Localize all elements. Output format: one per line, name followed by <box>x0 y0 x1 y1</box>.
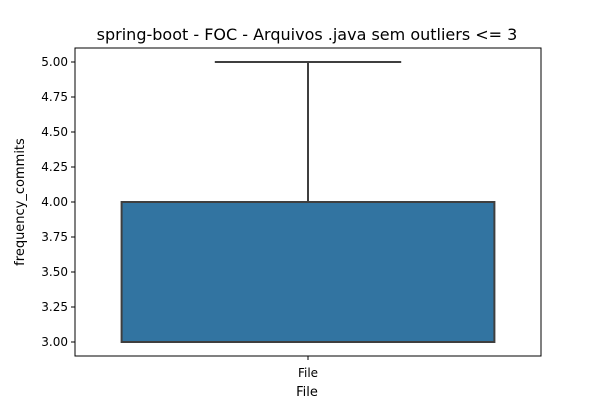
plot-area <box>120 61 496 343</box>
box-iqr <box>120 201 496 343</box>
y-tick-label: 5.00 <box>41 55 68 69</box>
y-tick-label: 4.25 <box>41 160 68 174</box>
y-axis: 3.00 3.25 3.50 3.75 4.00 4.25 4.50 4.75 5.00 <box>41 55 75 349</box>
y-tick-label: 3.50 <box>41 265 68 279</box>
y-tick-label: 3.25 <box>41 300 68 314</box>
x-tick-label: File <box>298 366 318 380</box>
x-axis: File <box>298 356 318 380</box>
y-tick-label: 4.75 <box>41 90 68 104</box>
y-tick-label: 3.75 <box>41 230 68 244</box>
chart-title: spring-boot - FOC - Arquivos .java sem o… <box>97 25 518 44</box>
y-tick-label: 4.50 <box>41 125 68 139</box>
x-axis-label: File <box>296 385 318 400</box>
y-axis-label: frequency_commits <box>13 138 28 266</box>
y-tick-label: 4.00 <box>41 195 68 209</box>
y-tick-label: 3.00 <box>41 335 68 349</box>
